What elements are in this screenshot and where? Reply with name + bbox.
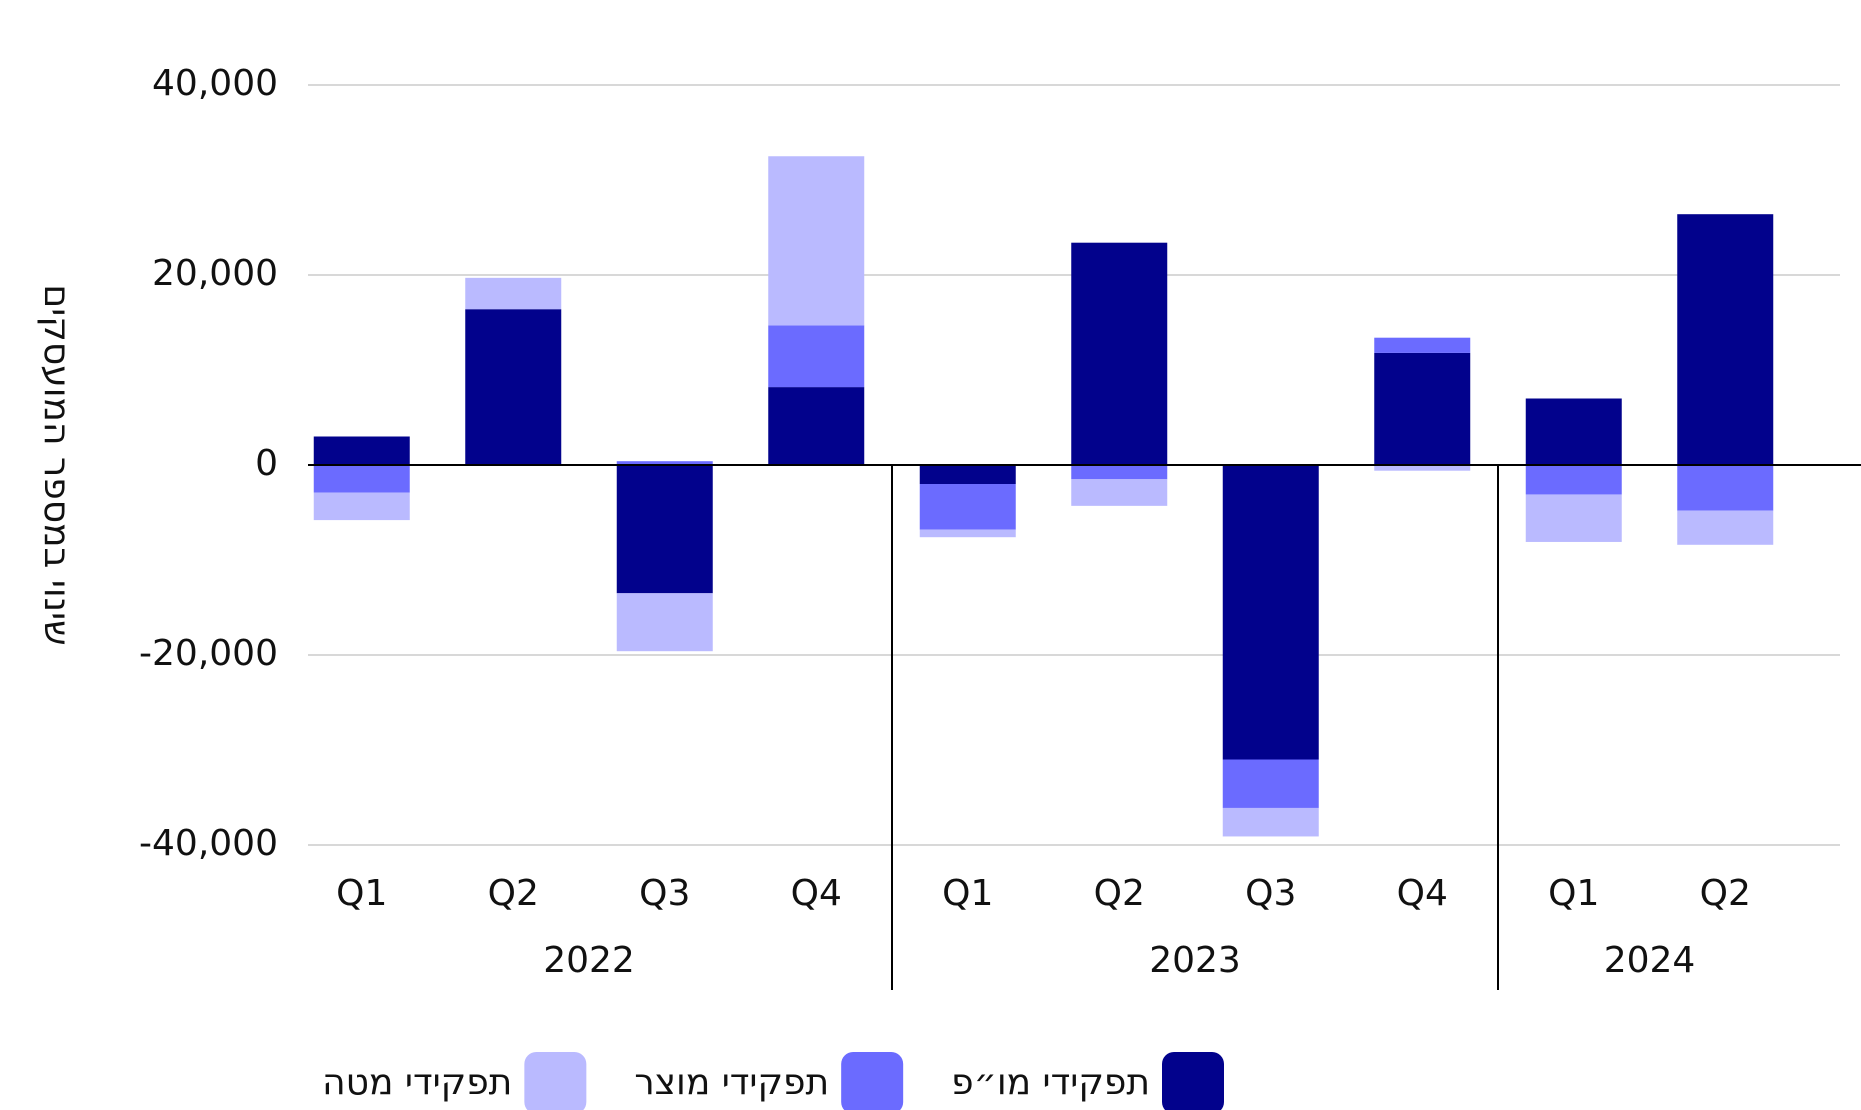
group-label: 2022	[543, 940, 635, 981]
legend-label: תפקידי מוצר	[634, 1062, 829, 1103]
bar-segment	[1374, 465, 1471, 471]
bar-segment	[313, 492, 410, 521]
bar-segment	[1071, 479, 1168, 506]
bar-segment	[616, 593, 713, 652]
x-tick-label: Q4	[791, 873, 842, 914]
legend-swatch	[1162, 1052, 1224, 1110]
bar-segment	[465, 309, 562, 465]
y-tick-label: 40,000	[152, 63, 278, 104]
bar-segment	[1525, 465, 1622, 495]
bar-segment	[768, 156, 865, 326]
bar-segment	[1677, 465, 1774, 511]
bar-segment	[919, 529, 1016, 538]
x-tick-label: Q4	[1397, 873, 1448, 914]
bar-segment	[768, 387, 865, 465]
bar-segment	[1222, 465, 1319, 760]
bar-segment	[1525, 494, 1622, 542]
bar-segment	[919, 465, 1016, 484]
bar-segment	[465, 277, 562, 310]
bar-segment	[1677, 214, 1774, 465]
x-tick-label: Q1	[336, 873, 387, 914]
legend-swatch	[524, 1052, 587, 1110]
bar-segment	[616, 465, 713, 594]
legend-label: תפקידי מטה	[322, 1062, 512, 1103]
y-tick-label: -40,000	[139, 823, 278, 864]
y-tick-label: -20,000	[139, 633, 278, 674]
y-tick-label: 0	[255, 443, 278, 484]
group-label: 2024	[1604, 940, 1696, 981]
x-tick-label: Q3	[1245, 873, 1296, 914]
bar-segment	[313, 436, 410, 465]
bar-segment	[1374, 337, 1471, 353]
bar-segment	[1222, 807, 1319, 837]
bar-segment	[313, 465, 410, 493]
y-tick-label: 20,000	[152, 253, 278, 294]
bar-segment	[1071, 465, 1168, 480]
bar-segment	[1677, 510, 1774, 545]
legend-label: תפקידי מו״פ	[951, 1062, 1150, 1103]
bar-segment	[768, 325, 865, 388]
bar-segment	[1071, 242, 1168, 465]
x-tick-label: Q1	[942, 873, 993, 914]
x-tick-label: Q2	[1094, 873, 1145, 914]
x-tick-label: Q2	[488, 873, 539, 914]
legend-swatch	[841, 1052, 904, 1110]
y-axis-label: שינוי במספר המועסקים	[36, 284, 77, 645]
x-tick-label: Q1	[1548, 873, 1599, 914]
bar-segment	[919, 484, 1016, 530]
x-tick-label: Q3	[639, 873, 690, 914]
bar-segment	[1374, 352, 1471, 465]
x-tick-label: Q2	[1700, 873, 1751, 914]
group-label: 2023	[1149, 940, 1241, 981]
bar-segment	[1525, 398, 1622, 465]
bar-segment	[616, 461, 713, 465]
bar-segment	[1222, 759, 1319, 808]
